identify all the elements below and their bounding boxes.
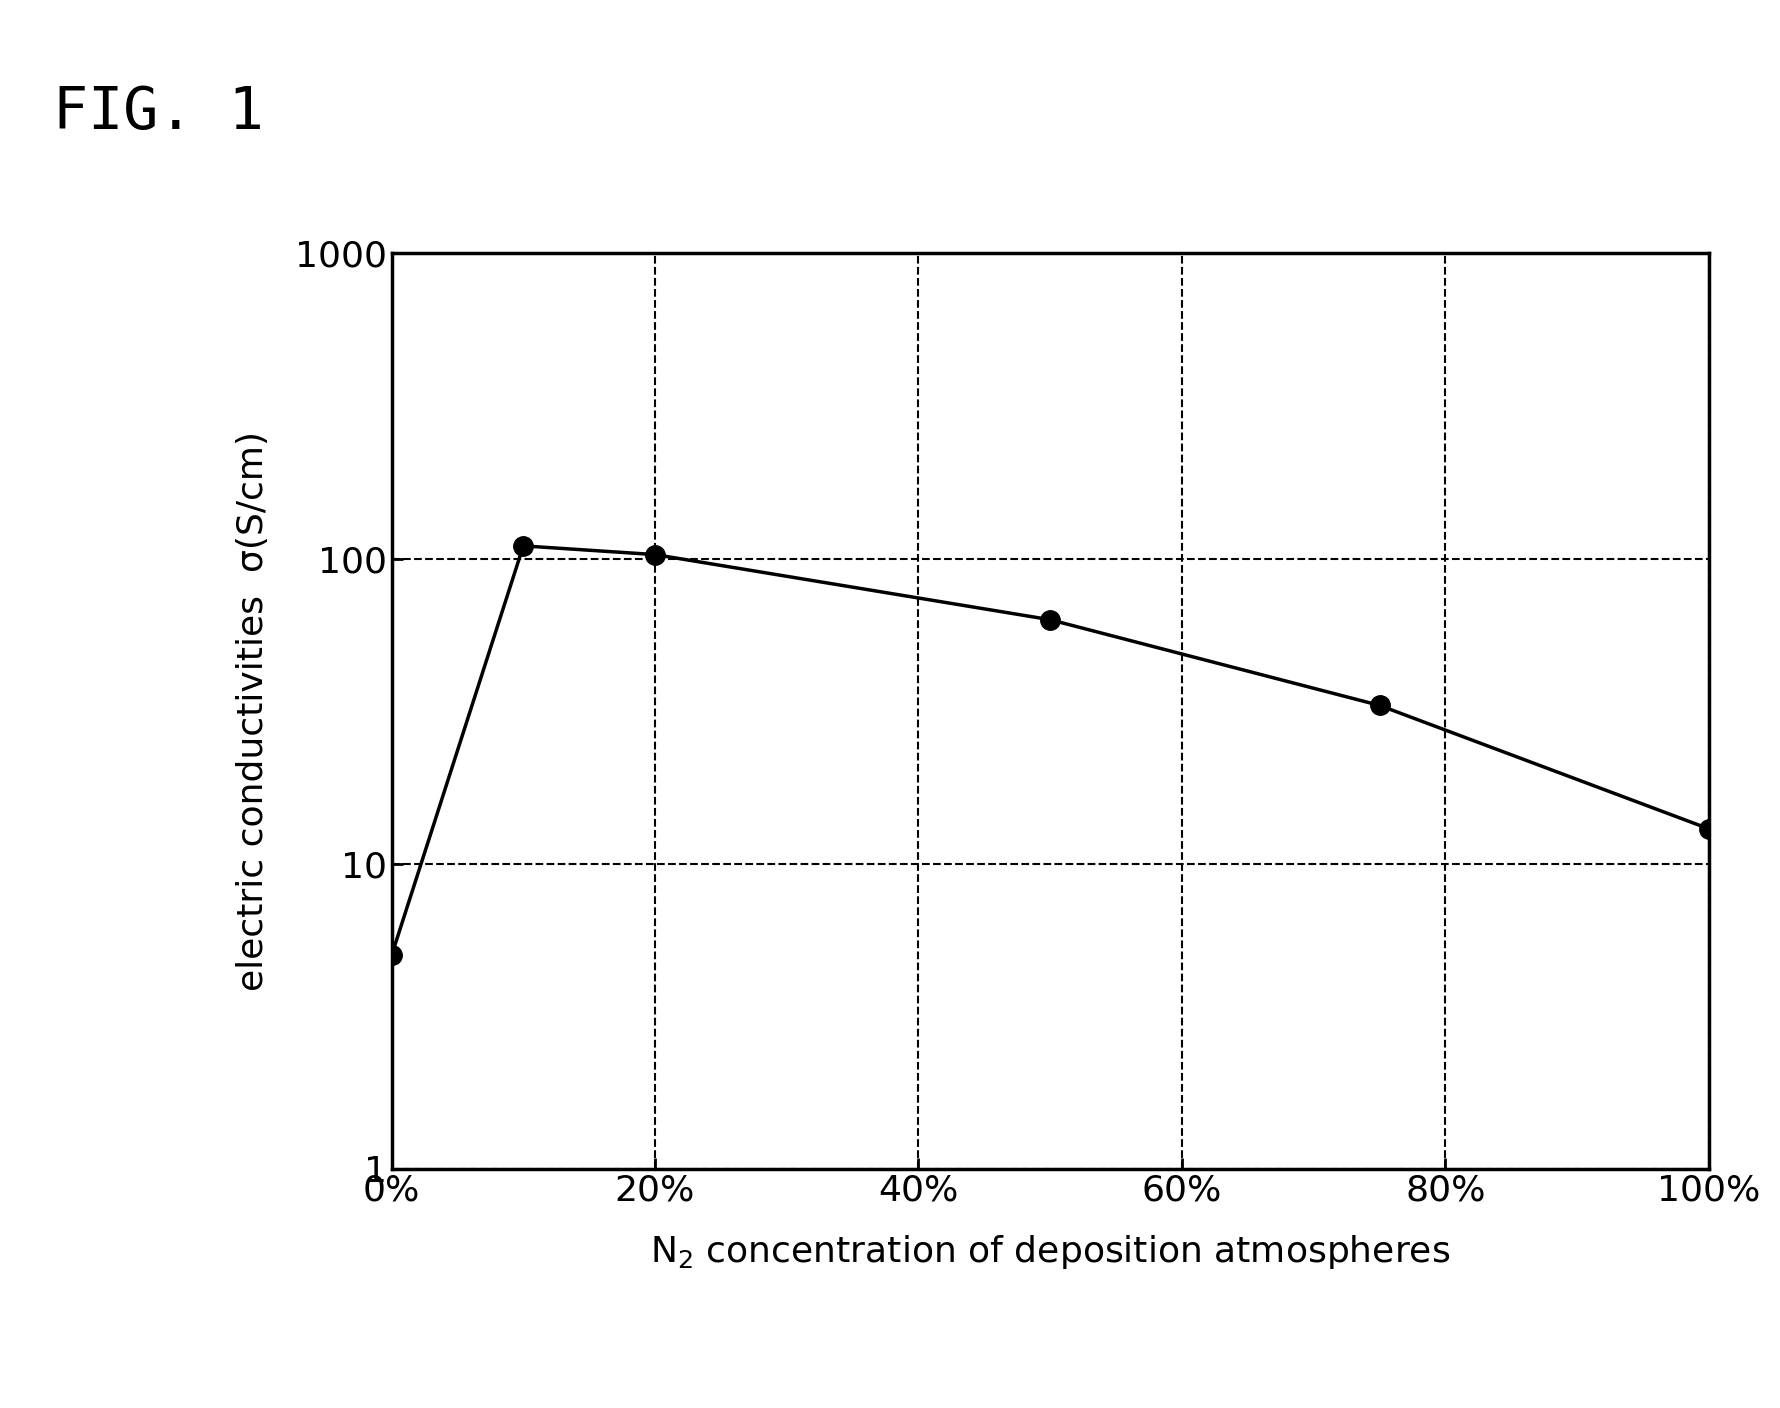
X-axis label: N$_2$ concentration of deposition atmospheres: N$_2$ concentration of deposition atmosp…	[650, 1232, 1451, 1270]
Y-axis label: electric conductivities  σ(S/cm): electric conductivities σ(S/cm)	[235, 431, 271, 991]
Text: FIG. 1: FIG. 1	[53, 84, 263, 141]
